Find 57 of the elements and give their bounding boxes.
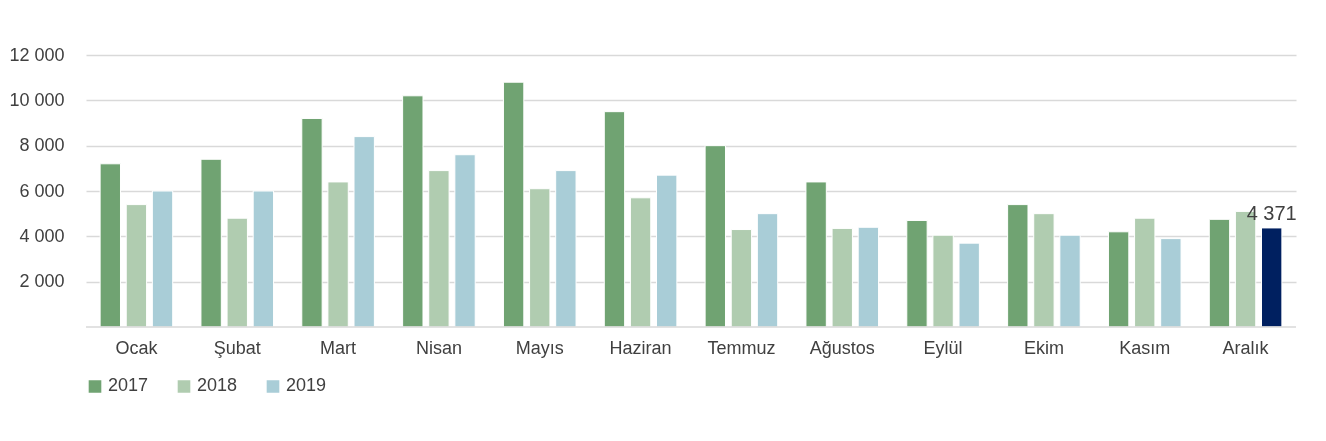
bar xyxy=(252,190,275,328)
bar xyxy=(1261,227,1283,328)
bar xyxy=(125,204,148,328)
bar xyxy=(428,170,450,328)
bar xyxy=(1059,234,1081,328)
bar xyxy=(454,154,476,328)
x-tick-label: Ağustos xyxy=(809,337,875,358)
bar xyxy=(906,219,928,328)
bar xyxy=(629,197,652,328)
bar xyxy=(1134,217,1156,328)
legend-label: 2018 xyxy=(197,375,238,396)
bar xyxy=(502,81,525,328)
y-tick-label: 6 000 xyxy=(19,180,65,201)
bar xyxy=(353,136,375,328)
bar xyxy=(1208,218,1231,328)
x-tick-label: Mayıs xyxy=(515,337,564,358)
y-tick-label: 4 000 xyxy=(19,225,65,246)
bar xyxy=(756,213,779,328)
y-tick-label: 2 000 xyxy=(19,271,65,292)
bar xyxy=(1033,213,1055,328)
y-tick-label: 8 000 xyxy=(19,135,65,156)
bar xyxy=(603,111,626,328)
bar xyxy=(226,217,248,328)
bar xyxy=(151,190,174,328)
x-tick-label: Kasım xyxy=(1119,337,1171,358)
legend-label: 2019 xyxy=(286,375,327,396)
bar xyxy=(200,158,222,328)
x-tick-label: Nisan xyxy=(415,337,462,358)
bar xyxy=(1160,238,1182,328)
bar xyxy=(857,226,880,328)
bar xyxy=(529,188,551,328)
y-tick-label: 12 000 xyxy=(9,44,65,65)
x-tick-label: Haziran xyxy=(609,337,672,358)
y-tick-label: 10 000 xyxy=(9,89,65,110)
legend-label: 2017 xyxy=(108,375,149,396)
bar xyxy=(555,170,577,328)
bar xyxy=(1107,231,1130,328)
x-tick-label: Eylül xyxy=(923,337,963,358)
bar xyxy=(1007,204,1029,328)
x-tick-label: Ekim xyxy=(1023,337,1064,358)
bar xyxy=(831,227,853,328)
bar xyxy=(301,117,323,328)
bar xyxy=(327,181,349,328)
x-tick-label: Ocak xyxy=(115,337,159,358)
bar xyxy=(656,174,678,328)
data-label: 4 371 xyxy=(1246,201,1297,224)
x-tick-label: Mart xyxy=(320,337,357,358)
bar xyxy=(402,95,424,328)
x-tick-label: Aralık xyxy=(1222,337,1270,358)
bar xyxy=(932,234,954,328)
bar xyxy=(99,163,121,328)
bar xyxy=(730,229,753,328)
x-tick-label: Temmuz xyxy=(707,337,776,358)
bar xyxy=(958,242,980,328)
x-tick-label: Şubat xyxy=(213,337,261,358)
bar xyxy=(805,181,827,328)
bar xyxy=(704,145,726,328)
